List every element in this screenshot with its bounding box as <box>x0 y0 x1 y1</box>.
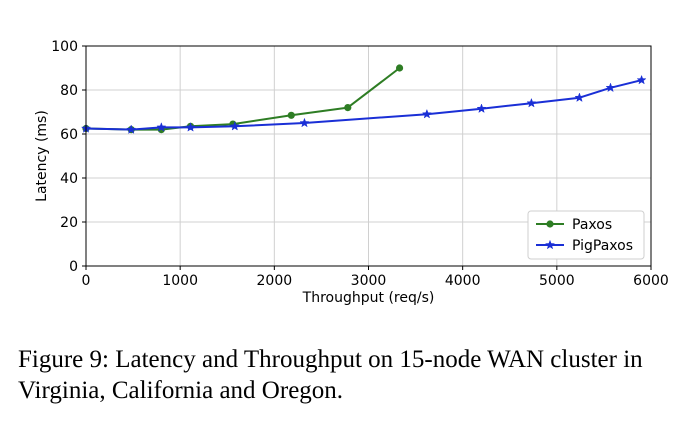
y-axis-label: Latency (ms) <box>34 110 50 202</box>
series-paxos <box>82 64 404 134</box>
paxos-point <box>344 104 352 112</box>
pigpaxos-line <box>85 79 642 131</box>
pigpaxos-point <box>574 92 585 103</box>
x-tick-label: 2000 <box>257 273 293 289</box>
pigpaxos-point <box>636 74 647 85</box>
legend-item-pigpaxos: PigPaxos <box>536 238 633 254</box>
y-tick-label: 20 <box>60 215 78 231</box>
latency-throughput-chart: 0 1000 2000 3000 4000 5000 6000 0 20 40 60 80 100 Th… <box>34 39 669 306</box>
x-axis-label: Throughput (req/s) <box>302 290 435 306</box>
pigpaxos-point <box>185 122 196 132</box>
x-tick-label: 3000 <box>351 273 387 289</box>
legend: Paxos PigPaxos <box>527 210 645 260</box>
legend-item-paxos: Paxos <box>536 217 612 233</box>
paxos-point <box>395 64 404 72</box>
x-tick-label: 6000 <box>633 273 669 289</box>
x-tick-label: 4000 <box>445 273 481 289</box>
paxos-point <box>287 111 295 119</box>
pigpaxos-point <box>476 103 487 114</box>
x-tick-label: 5000 <box>539 273 575 289</box>
y-tick-label: 60 <box>60 127 78 143</box>
pigpaxos-point <box>421 108 432 119</box>
legend-label: PigPaxos <box>572 238 633 254</box>
pigpaxos-point <box>526 97 537 108</box>
pigpaxos-point <box>229 120 240 131</box>
series-pigpaxos <box>80 74 647 134</box>
pigpaxos-point <box>126 124 137 134</box>
axis-ticks: 0 1000 2000 3000 4000 5000 6000 0 20 40 60 80 100 <box>51 39 669 289</box>
legend-marker <box>544 239 556 250</box>
x-tick-label: 0 <box>82 273 91 289</box>
figure-caption: Figure 9: Latency and Throughput on 15-n… <box>18 346 643 404</box>
legend-marker <box>546 220 554 228</box>
pigpaxos-point <box>605 82 616 93</box>
x-tick-label: 1000 <box>162 273 198 289</box>
pigpaxos-point <box>299 117 310 128</box>
y-tick-label: 80 <box>60 83 78 99</box>
legend-label: Paxos <box>572 217 612 233</box>
y-tick-label: 0 <box>69 259 78 275</box>
plot-series <box>80 64 647 134</box>
y-tick-label: 40 <box>60 171 78 187</box>
pigpaxos-point <box>156 122 167 132</box>
y-tick-label: 100 <box>51 39 78 55</box>
